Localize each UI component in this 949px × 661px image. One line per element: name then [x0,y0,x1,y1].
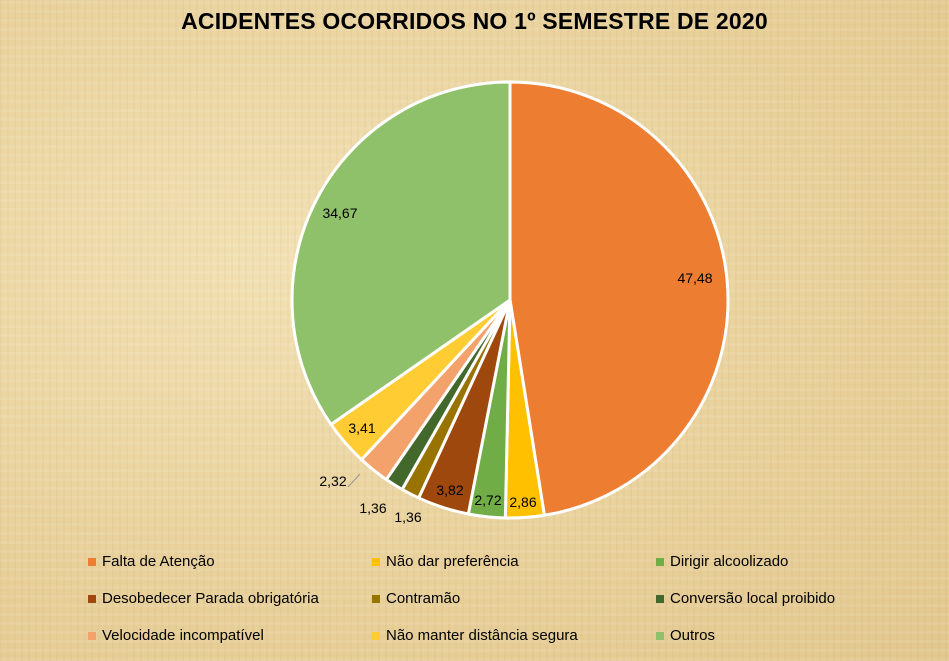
legend-label: Falta de Atenção [102,553,215,570]
pie-chart: 47,48 2,86 2,72 3,82 1,36 1,36 2,32 3,41 34,67 [290,80,730,525]
legend-swatch [656,631,664,640]
pie-slice-9 [290,80,512,427]
pie-slice-1 [508,80,730,517]
chart-title: ACIDENTES OCORRIDOS NO 1º SEMESTRE DE 20… [181,8,768,34]
legend-item: Velocidade incompatível [88,627,264,644]
legend-label: Contramão [386,590,461,607]
legend-item: Conversão local proibido [656,590,835,607]
legend-label: Conversão local proibido [670,590,836,607]
data-label-3: 2,72 [474,492,501,508]
legend-swatch [656,594,664,603]
legend-swatch [88,557,96,566]
legend-item: Falta de Atenção [88,553,215,570]
data-label-4: 3,82 [436,482,463,498]
data-label-5: 1,36 [394,509,421,525]
legend-swatch [656,557,664,566]
legend-swatch [372,594,380,603]
legend-swatch [88,631,96,640]
legend-label: Não manter distância segura [386,627,578,644]
legend-label: Dirigir alcoolizado [670,553,789,570]
legend-swatch [372,557,380,566]
data-label-8: 3,41 [348,420,375,436]
legend-item: Desobedecer Parada obrigatória [88,590,319,607]
legend-label: Desobedecer Parada obrigatória [102,590,319,607]
legend-item: Contramão [372,590,460,607]
legend-item: Não manter distância segura [372,627,578,644]
legend-label: Velocidade incompatível [102,627,264,644]
legend-swatch [88,594,96,603]
legend-item: Dirigir alcoolizado [656,553,788,570]
data-label-1: 47,48 [677,270,712,286]
legend-label: Outros [670,627,716,644]
legend-item: Não dar preferência [372,553,519,570]
data-label-6: 1,36 [359,500,386,516]
leader-line-7 [347,473,361,488]
data-label-9: 34,67 [322,205,357,221]
data-label-7: 2,32 [319,473,346,489]
legend-label: Não dar preferência [386,553,519,570]
legend-swatch [372,631,380,640]
legend-item: Outros [656,627,715,644]
data-label-2: 2,86 [509,494,536,510]
